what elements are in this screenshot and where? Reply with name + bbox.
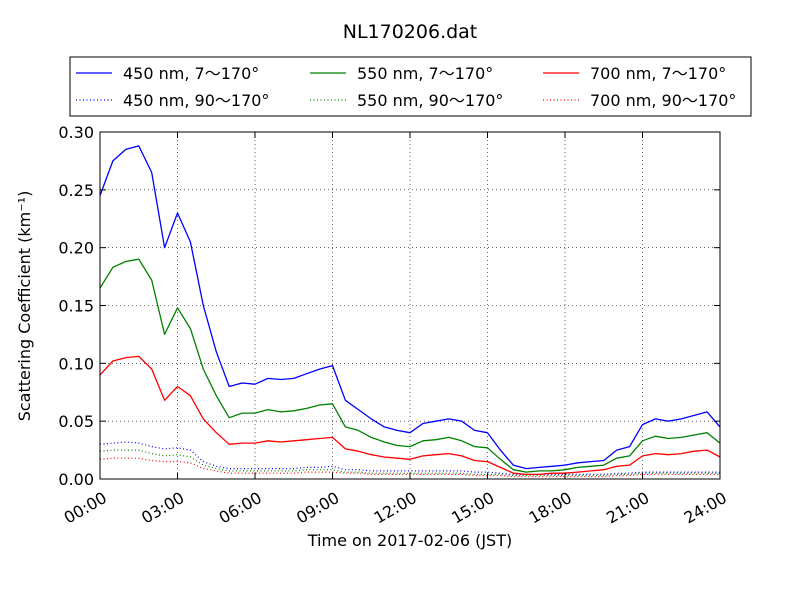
y-tick-label: 0.20	[58, 239, 94, 258]
series-line-0	[99, 145, 721, 470]
x-tick-label: 00:00	[61, 488, 110, 528]
series-line-4	[99, 355, 721, 476]
x-tick-label: 03:00	[138, 488, 187, 528]
grid	[100, 132, 720, 479]
legend-label-5: 700 nm, 90～170°	[590, 91, 736, 110]
x-tick-label: 06:00	[216, 488, 265, 528]
legend-label-3: 550 nm, 90～170°	[357, 91, 503, 110]
x-tick-label: 24:00	[681, 488, 730, 528]
legend: 450 nm, 7～170° 450 nm, 90～170° 550 nm, 7～1…	[69, 56, 752, 117]
y-tick-label: 0.30	[58, 123, 94, 142]
chart-title: NL170206.dat	[343, 21, 478, 43]
x-tick-label: 18:00	[526, 488, 575, 528]
y-tick-label: 0.10	[58, 354, 94, 373]
legend-label-1: 450 nm, 90～170°	[123, 91, 269, 110]
legend-label-4: 700 nm, 7～170°	[590, 64, 726, 83]
x-axis-label: Time on 2017-02-06 (JST)	[307, 531, 512, 550]
legend-label-2: 550 nm, 7～170°	[357, 64, 493, 83]
series-line-3	[99, 449, 720, 477]
series-line-2	[99, 258, 721, 473]
x-tick-label: 21:00	[603, 488, 652, 528]
y-axis-label: Scattering Coefficient (km⁻¹)	[15, 191, 34, 422]
x-tick-label: 12:00	[371, 488, 420, 528]
y-tick-label: 0.00	[58, 470, 94, 489]
legend-label-0: 450 nm, 7～170°	[123, 64, 259, 83]
legend-box	[69, 56, 752, 117]
y-tick-label: 0.05	[58, 412, 94, 431]
x-tick-label: 15:00	[448, 488, 497, 528]
y-tick-label: 0.25	[58, 181, 94, 200]
axis-ticks: 00:00 03:00 06:00 09:00 12:00 15:00 18:00 21:00…	[58, 123, 730, 528]
series-lines	[99, 145, 721, 478]
series-line-1	[99, 441, 720, 475]
x-tick-label: 09:00	[293, 488, 342, 528]
y-tick-label: 0.15	[58, 297, 94, 316]
